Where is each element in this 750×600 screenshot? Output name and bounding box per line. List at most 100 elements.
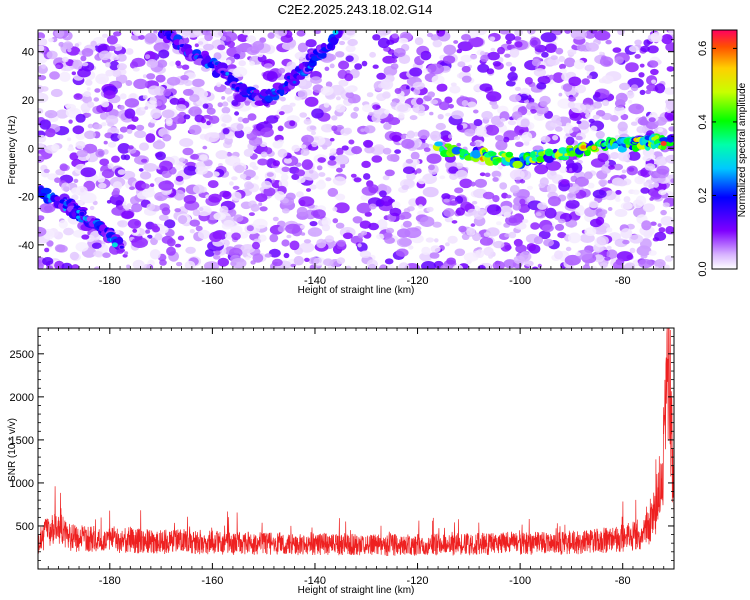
heatmap-cell bbox=[139, 142, 149, 151]
heatmap-cell bbox=[309, 221, 318, 227]
heatmap-cell bbox=[221, 114, 232, 124]
heatmap-cell bbox=[199, 154, 208, 161]
heatmap-cell bbox=[506, 40, 512, 45]
heatmap-cell bbox=[119, 245, 124, 249]
heatmap-cell bbox=[567, 49, 577, 56]
heatmap-cell bbox=[602, 99, 610, 107]
snr-y-label: SNR (10 * v/v) bbox=[7, 418, 18, 482]
heatmap-cell bbox=[147, 234, 153, 239]
heatmap-cell bbox=[422, 186, 439, 198]
heatmap-cell bbox=[391, 201, 401, 209]
heatmap-cell bbox=[149, 249, 161, 260]
heatmap-cell bbox=[470, 54, 478, 60]
heatmap-cell bbox=[524, 260, 534, 267]
heatmap-cell bbox=[519, 179, 526, 184]
heatmap-cell bbox=[668, 30, 674, 35]
heatmap-cell bbox=[295, 169, 306, 177]
heatmap-cell bbox=[401, 138, 415, 149]
heatmap-cell bbox=[569, 150, 575, 157]
heatmap-cell bbox=[173, 189, 185, 201]
heatmap-cell bbox=[221, 106, 231, 114]
heatmap-cell bbox=[126, 203, 132, 209]
colorbar-label: Normalized spectral amplitude bbox=[737, 82, 748, 217]
heatmap-cell bbox=[617, 30, 625, 36]
heatmap-cell bbox=[116, 53, 127, 62]
heatmap-cell bbox=[665, 99, 674, 111]
heatmap-cell bbox=[154, 233, 163, 241]
heatmap-cell bbox=[379, 190, 387, 198]
heatmap-cell bbox=[524, 77, 533, 85]
heatmap-cell bbox=[461, 75, 472, 83]
heatmap-cell bbox=[449, 200, 458, 206]
heatmap-cell bbox=[446, 257, 456, 265]
heatmap-cell bbox=[479, 83, 493, 92]
heatmap-cell bbox=[132, 259, 145, 269]
heatmap-cell bbox=[228, 247, 243, 258]
heatmap-cell bbox=[224, 87, 233, 95]
heatmap-cell bbox=[48, 38, 54, 43]
heatmap-cell bbox=[405, 158, 414, 164]
heatmap-cell bbox=[301, 159, 313, 170]
heatmap-cell bbox=[290, 263, 297, 268]
heatmap-cell bbox=[400, 134, 407, 140]
heatmap-cell bbox=[640, 187, 650, 194]
heatmap-cell bbox=[415, 168, 422, 174]
spectrogram-panel: -180 -160 -140 -120 -100 -80 -40 -20 0 20 40 Heig… bbox=[7, 29, 675, 296]
heatmap-cell bbox=[98, 182, 107, 189]
heatmap-cell bbox=[430, 245, 441, 253]
heatmap-cell bbox=[615, 92, 628, 104]
heatmap-cell bbox=[430, 130, 442, 142]
heatmap-cell bbox=[75, 242, 89, 252]
heatmap-cell bbox=[234, 129, 245, 139]
heatmap-cell bbox=[382, 147, 392, 155]
heatmap-cell bbox=[640, 45, 650, 53]
heatmap-cell bbox=[644, 163, 656, 171]
heatmap-cell bbox=[159, 259, 167, 266]
heatmap-cell bbox=[277, 148, 288, 158]
heatmap-cell bbox=[443, 55, 456, 64]
heatmap-cell bbox=[628, 167, 635, 172]
x-tick-label: -140 bbox=[304, 575, 326, 587]
heatmap-cell bbox=[599, 56, 614, 67]
heatmap-cell bbox=[58, 41, 65, 47]
heatmap-cell bbox=[597, 152, 609, 163]
heatmap-cell bbox=[238, 60, 246, 67]
heatmap-cell bbox=[61, 182, 71, 192]
heatmap-track-diagonal-track-upper bbox=[157, 30, 343, 107]
heatmap-cell bbox=[85, 112, 92, 117]
heatmap-cell bbox=[150, 108, 162, 119]
heatmap-cell bbox=[588, 200, 599, 209]
heatmap-cell bbox=[481, 110, 493, 120]
heatmap-cell bbox=[178, 157, 186, 163]
heatmap-cell bbox=[376, 233, 385, 240]
heatmap-cell bbox=[120, 154, 127, 160]
heatmap-cell bbox=[385, 227, 395, 234]
heatmap-cell bbox=[321, 224, 331, 232]
heatmap-cell bbox=[359, 220, 372, 229]
heatmap-cell bbox=[532, 266, 539, 269]
heatmap-cell bbox=[539, 101, 548, 107]
heatmap-cell bbox=[252, 253, 264, 263]
heatmap-cell bbox=[536, 82, 547, 90]
heatmap-cell bbox=[568, 167, 573, 172]
heatmap-cell bbox=[592, 189, 607, 199]
heatmap-cell bbox=[331, 115, 338, 121]
heatmap-cell bbox=[599, 262, 608, 269]
heatmap-cell bbox=[530, 222, 540, 230]
heatmap-cell bbox=[183, 194, 197, 204]
heatmap-cell bbox=[327, 159, 337, 166]
heatmap-cell bbox=[197, 229, 211, 240]
heatmap-cell bbox=[592, 114, 600, 120]
heatmap-cell bbox=[483, 232, 491, 237]
heatmap-cell bbox=[266, 115, 279, 124]
heatmap-cell bbox=[575, 252, 581, 257]
heatmap-cell bbox=[568, 76, 582, 87]
heatmap-cell bbox=[219, 205, 229, 215]
heatmap-track-zero-frequency-track bbox=[432, 133, 674, 169]
heatmap-cell bbox=[286, 234, 292, 239]
heatmap-cell bbox=[620, 202, 633, 210]
heatmap-cell bbox=[629, 234, 644, 244]
heatmap-cell bbox=[82, 143, 98, 154]
heatmap-cell bbox=[323, 102, 330, 108]
heatmap-cell bbox=[329, 63, 335, 69]
